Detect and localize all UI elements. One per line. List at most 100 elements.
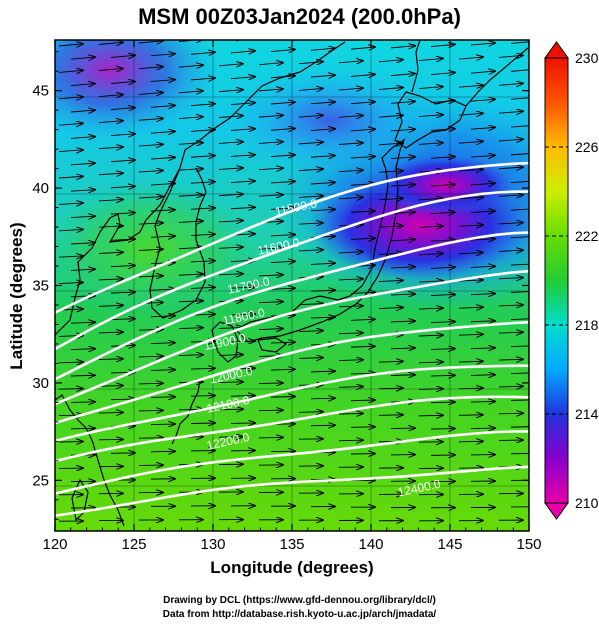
- coast-honshu: [235, 138, 406, 343]
- wind-arrow: [178, 195, 203, 197]
- wind-arrow: [138, 170, 163, 172]
- wind-arrow: [430, 157, 455, 159]
- wind-arrow: [138, 356, 163, 357]
- wind-arrow: [138, 41, 163, 43]
- wind-arrow: [190, 234, 215, 235]
- wind-arrow: [190, 368, 215, 369]
- wind-arrow: [430, 294, 455, 295]
- wind-arrow: [310, 129, 335, 131]
- wind-arrow: [70, 110, 95, 112]
- wind-arrow: [390, 46, 415, 48]
- wind-arrow: [218, 168, 243, 170]
- wind-arrow: [430, 402, 455, 403]
- wind-arrow: [338, 143, 363, 145]
- wind-arrow: [458, 113, 483, 115]
- wind-arrow: [58, 362, 83, 363]
- wind-arrow: [430, 429, 455, 430]
- wind-arrow: [470, 127, 495, 129]
- wind-arrow: [458, 361, 483, 362]
- coast-hokkaido: [394, 91, 467, 149]
- wind-arrow: [70, 137, 95, 139]
- wind-arrow: [178, 274, 203, 275]
- wind-arrow: [70, 349, 95, 350]
- wind-arrow: [338, 170, 363, 172]
- colorbar-min-arrow: [544, 502, 569, 520]
- wind-arrow: [150, 157, 175, 159]
- colorbar-gradient: [544, 57, 569, 504]
- wind-arrow: [138, 67, 163, 69]
- y-tick-label: 45: [32, 83, 49, 100]
- coast-kurils: [465, 47, 529, 107]
- wind-arrow: [58, 203, 83, 205]
- wind-arrow: [150, 343, 175, 344]
- wind-arrow: [339, 33, 363, 35]
- wind-arrow: [498, 223, 523, 224]
- wind-arrow: [310, 156, 335, 158]
- wind-arrow: [498, 278, 523, 279]
- wind-arrow: [58, 150, 83, 152]
- wind-arrow: [458, 169, 483, 171]
- wind-arrow: [498, 359, 523, 360]
- wind-arrow: [230, 423, 255, 424]
- wind-arrow: [70, 57, 95, 59]
- wind-arrow: [510, 291, 529, 292]
- wind-arrow: [378, 88, 403, 90]
- wind-arrow: [110, 265, 135, 266]
- wind-arrow: [298, 142, 323, 144]
- wind-arrow: [270, 49, 295, 51]
- wind-arrow: [470, 428, 495, 429]
- lat-lon-grid: [55, 40, 529, 531]
- wind-arrow: [458, 388, 483, 389]
- contour-line: [55, 465, 529, 517]
- wind-arrow: [390, 428, 415, 429]
- wind-arrow: [258, 115, 283, 117]
- wind-arrow: [218, 409, 243, 410]
- wind-arrow: [430, 375, 455, 376]
- y-tick-label: 30: [32, 375, 49, 392]
- x-tick-label: 135: [279, 536, 304, 553]
- wind-arrow: [310, 75, 335, 77]
- wind-arrow: [390, 375, 415, 376]
- colorbar-tick-label: 218: [575, 317, 599, 333]
- wind-arrow: [258, 63, 283, 65]
- wind-arrow: [258, 248, 283, 249]
- wind-arrow: [178, 301, 203, 302]
- wind-arrow: [270, 288, 295, 289]
- contour-line: [55, 364, 529, 443]
- x-axis-label: Longitude (degrees): [210, 558, 374, 577]
- wind-arrow: [190, 52, 215, 54]
- wind-arrow: [110, 108, 135, 110]
- credit-data: Data from http://database.rish.kyoto-u.a…: [162, 609, 437, 620]
- wind-arrow: [190, 423, 215, 424]
- wind-arrow: [310, 398, 335, 399]
- wind-arrow: [338, 279, 363, 280]
- wind-arrow: [470, 211, 495, 212]
- wind-arrow: [338, 387, 363, 388]
- wind-arrow: [510, 153, 529, 155]
- wind-arrow: [58, 176, 83, 178]
- wind-arrow: [230, 155, 255, 157]
- contour-line: [55, 320, 529, 425]
- wind-arrow: [498, 139, 523, 141]
- wind-arrow: [150, 236, 175, 237]
- wind-arrow: [338, 360, 363, 361]
- wind-arrow: [70, 190, 95, 192]
- wind-arrow: [178, 355, 203, 356]
- wind-arrow: [498, 195, 523, 197]
- wind-arrow: [390, 185, 415, 187]
- wind-arrow: [510, 181, 529, 183]
- wind-arrow: [298, 62, 323, 64]
- wind-arrow: [310, 102, 335, 104]
- wind-arrow: [110, 81, 135, 83]
- wind-arrow: [510, 209, 529, 210]
- coast-sakhalin: [411, 40, 421, 93]
- wind-arrow: [430, 212, 455, 213]
- wind-arrow: [378, 226, 403, 227]
- wind-arrow: [419, 30, 443, 32]
- wind-arrow: [218, 247, 243, 248]
- wind-arrow: [310, 317, 335, 318]
- wind-arrow: [150, 54, 175, 56]
- wind-arrow: [58, 44, 83, 46]
- wind-arrow: [58, 229, 83, 230]
- wind-arrow: [150, 262, 175, 263]
